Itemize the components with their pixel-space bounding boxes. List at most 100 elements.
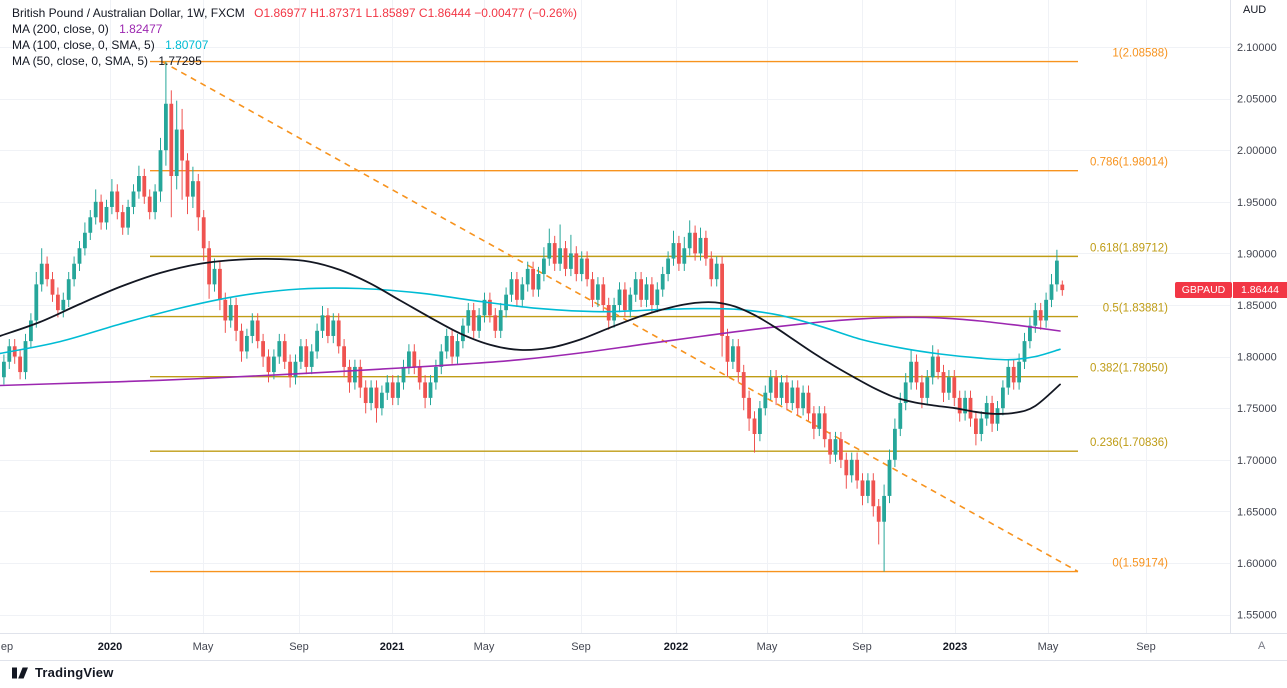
candle-body [909,361,913,383]
candle-body [293,361,298,378]
candle-body [77,248,82,264]
candle-body [223,299,228,321]
axis-borders [0,0,1287,661]
candle-body [439,351,444,367]
price-tick-label: 2.05000 [1237,94,1277,106]
candle-body [99,201,103,223]
candle-body [126,206,130,228]
price-tick-label: 2.00000 [1237,145,1277,157]
candle-body [153,191,157,213]
ma-200-value: 1.82477 [119,22,163,36]
candle-body [725,335,730,362]
candle-body [569,253,573,269]
candle-body [277,341,282,357]
candle-body [774,377,778,398]
candle-body [736,346,741,373]
candle-body [930,356,935,378]
candle-body [369,387,373,404]
ma-50-row[interactable]: MA (50, close, 0, SMA, 5) 1.77295 [12,53,577,69]
price-tick-label: 1.90000 [1237,248,1277,260]
ma-50-value: 1.77295 [158,54,202,68]
time-tick-label: May [1038,641,1059,653]
fib-level-label: 0.786(1.98014) [1090,157,1168,169]
candle-body [531,268,535,290]
time-tick-label: Sep [852,641,872,653]
candlesticks [2,61,1065,572]
candle-body [758,408,762,434]
candle-body [974,418,978,434]
candle-body [396,382,400,398]
symbol-title[interactable]: British Pound / Australian Dollar, 1W, F… [12,6,245,20]
candle-body [315,330,319,352]
candle-body [763,392,768,409]
candle-body [914,361,919,383]
descending-trendline[interactable] [161,60,1079,573]
candle-body [250,320,255,336]
candle-body [660,274,665,290]
time-tick-label: ep [1,641,13,653]
ma-line-ma50[interactable] [0,257,1061,415]
candle-body [585,258,589,280]
candle-body [401,366,406,383]
tradingview-attribution[interactable]: TradingView [12,665,114,680]
candle-body [201,217,206,249]
candle-body [752,418,757,434]
candle-body [88,217,93,233]
candle-body [801,392,805,409]
tradingview-logo-icon [12,667,28,679]
candle-body [887,459,892,496]
candle-body [612,305,616,321]
axis-corner-auto-button[interactable]: A [1258,640,1266,652]
candle-body [839,439,843,460]
candle-body [493,315,498,331]
candle-body [747,397,751,419]
fib-retracement-lines[interactable]: 1(2.08588) 0.786(1.98014) 0.618(1.89712) 0.… [150,48,1168,573]
time-scale[interactable]: ep 2020 May Sep 2021 May Sep 2022 May Sep 2023 May S… [1,641,1156,653]
candle-body [563,248,568,269]
candle-body [309,351,314,367]
candle-body [536,274,541,290]
candle-body [920,382,924,398]
candle-body [245,335,249,352]
candle-body [45,263,49,280]
candle-body [417,366,422,383]
symbol-price-badge: GBPAUD [1175,282,1232,298]
candle-body [304,346,309,367]
candle-body [93,201,98,218]
candle-body [23,341,28,373]
candle-body [331,320,336,336]
candle-body [731,346,735,362]
candle-body [29,320,33,342]
fib-level-label: 0.236(1.70836) [1090,437,1168,449]
candle-body [785,382,789,404]
time-tick-label: 2022 [664,641,688,653]
candle-body [39,263,44,285]
candle-body [115,191,120,213]
candle-body [968,397,973,419]
candle-body [579,258,584,275]
candle-body [104,206,109,223]
candle-body [1017,361,1021,383]
candle-body [434,366,438,383]
candle-body [790,387,795,404]
price-scale[interactable]: 2.10000 2.05000 2.00000 1.95000 1.90000 1.850… [1237,42,1277,622]
candle-body [207,248,211,285]
ma-200-row[interactable]: MA (200, close, 0) 1.82477 [12,21,577,37]
candle-body [849,459,854,476]
candle-body [655,289,660,305]
candle-body [488,299,492,316]
candle-body [893,428,897,460]
ma-100-label: MA (100, close, 0, SMA, 5) [12,38,155,52]
candle-body [255,320,260,342]
ma-line-ma200[interactable] [0,316,1061,387]
candle-body [164,103,168,151]
candle-body [714,263,719,280]
chart-legend: British Pound / Australian Dollar, 1W, F… [12,5,577,69]
price-scale-currency[interactable]: AUD [1243,4,1267,16]
ma-line-ma100[interactable] [0,287,1061,361]
candle-body [520,284,525,300]
ma-100-row[interactable]: MA (100, close, 0, SMA, 5) 1.80707 [12,37,577,53]
candle-body [72,263,76,280]
